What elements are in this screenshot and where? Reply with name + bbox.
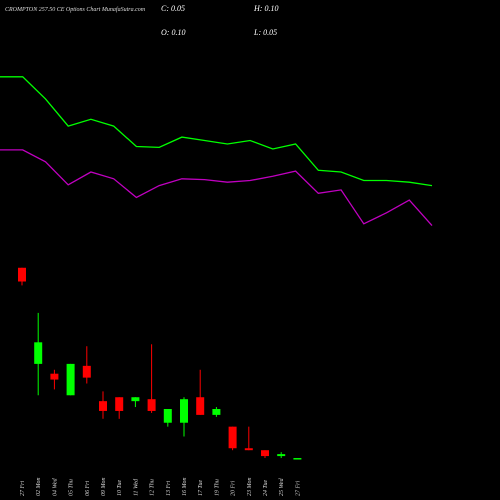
x-tick-label: 13 Fri (166, 481, 172, 497)
x-tick-label: 23 Mon (247, 478, 253, 497)
x-tick-label: 09 Mon (101, 478, 107, 497)
x-tick-label: 04 Wed (51, 477, 58, 496)
candle-body-bear (18, 267, 26, 282)
candle-body-bull (212, 409, 221, 415)
candle-body-bear (244, 448, 253, 451)
x-tick-label: 11 Wed (133, 478, 139, 496)
x-tick-label: 16 Mon (182, 478, 188, 497)
candle-body-bear (196, 397, 205, 415)
candle-body-bull (34, 342, 43, 364)
candle-body-bear (115, 397, 124, 411)
candle-body-bull (180, 399, 188, 423)
x-tick-label: 02 Mon (36, 478, 42, 497)
candle-body-bull (131, 397, 140, 402)
x-tick-label: 17 Tue (198, 479, 204, 496)
lower-line-series (0, 149, 433, 227)
x-tick-label: 06 Fri (85, 481, 91, 497)
candle-body-bear (147, 399, 156, 411)
candle-body-bear (50, 373, 59, 380)
x-tick-label: 20 Fri (231, 481, 237, 497)
candle-body-bull (293, 458, 302, 460)
high-value: H: 0.10 (254, 4, 279, 13)
candle-body-bull (163, 409, 172, 423)
open-value: O: 0.10 (161, 28, 186, 37)
x-tick-label: 12 Thu (150, 479, 156, 496)
chart-title: CROMPTON 257.50 CE Options Chart MunafaS… (5, 7, 146, 13)
low-value: L: 0.05 (254, 28, 278, 37)
candle-body-bull (66, 363, 75, 396)
x-tick-label: 10 Tue (117, 479, 123, 496)
x-tick-label: 25 Wed (279, 477, 285, 496)
x-tick-label: 24 Tue (262, 479, 269, 496)
close-value: C: 0.05 (161, 4, 185, 13)
upper-line-series (0, 76, 433, 187)
candle-body-bull (277, 454, 286, 457)
candle-body-bear (228, 426, 237, 449)
x-tick-label: 27 Fri (20, 481, 26, 497)
candle-body-bear (99, 401, 107, 411)
x-tick-label: 19 Thu (214, 479, 220, 496)
x-tick-label: 05 Thu (69, 479, 75, 496)
candle-body-bear (82, 365, 91, 378)
candle-body-bear (261, 450, 269, 457)
x-tick-label: 27 Fri (295, 481, 301, 497)
